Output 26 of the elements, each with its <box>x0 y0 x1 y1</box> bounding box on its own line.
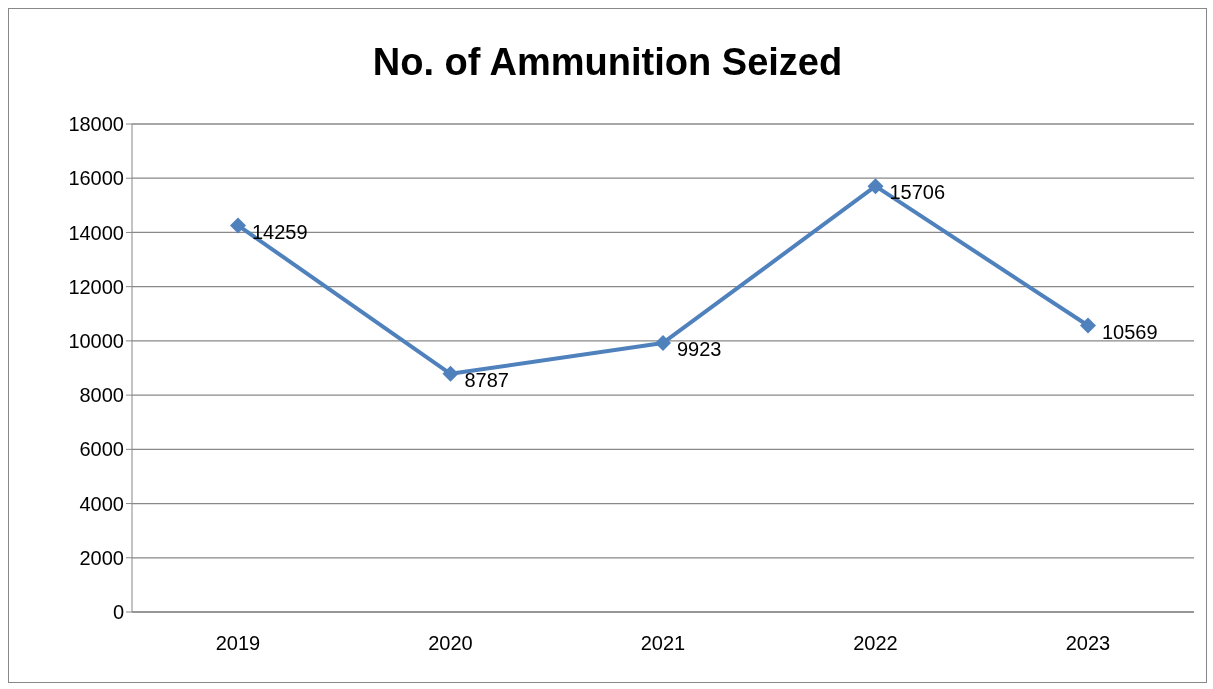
chart-title: No. of Ammunition Seized <box>371 41 844 84</box>
y-tick-label: 18000 <box>68 113 124 136</box>
x-tick-label: 2022 <box>853 632 898 655</box>
data-label: 14259 <box>252 220 308 243</box>
point <box>655 334 671 351</box>
data-label: 10569 <box>1102 320 1158 343</box>
y-tick-label: 6000 <box>79 438 124 461</box>
point <box>867 178 884 195</box>
point <box>230 217 246 234</box>
y-tick-label: 4000 <box>79 492 124 515</box>
point <box>1080 317 1096 334</box>
y-tick-label: 0 <box>112 601 124 624</box>
x-tick-label: 2023 <box>1065 632 1111 655</box>
y-tick-label: 2000 <box>79 546 124 569</box>
x-tick-label: 2019 <box>215 632 261 655</box>
data-label: 15706 <box>889 181 946 204</box>
y-tick-label: 8000 <box>79 384 124 407</box>
y-tick-label: 16000 <box>68 167 124 190</box>
point <box>442 365 459 382</box>
x-tick-label: 2021 <box>640 632 686 655</box>
data-label: 8787 <box>464 368 509 391</box>
y-tick-label: 14000 <box>68 221 124 244</box>
y-tick-label: 12000 <box>68 275 124 298</box>
data-label: 9923 <box>677 338 722 361</box>
x-tick-label: 2020 <box>428 632 473 655</box>
y-tick-label: 10000 <box>68 329 124 352</box>
